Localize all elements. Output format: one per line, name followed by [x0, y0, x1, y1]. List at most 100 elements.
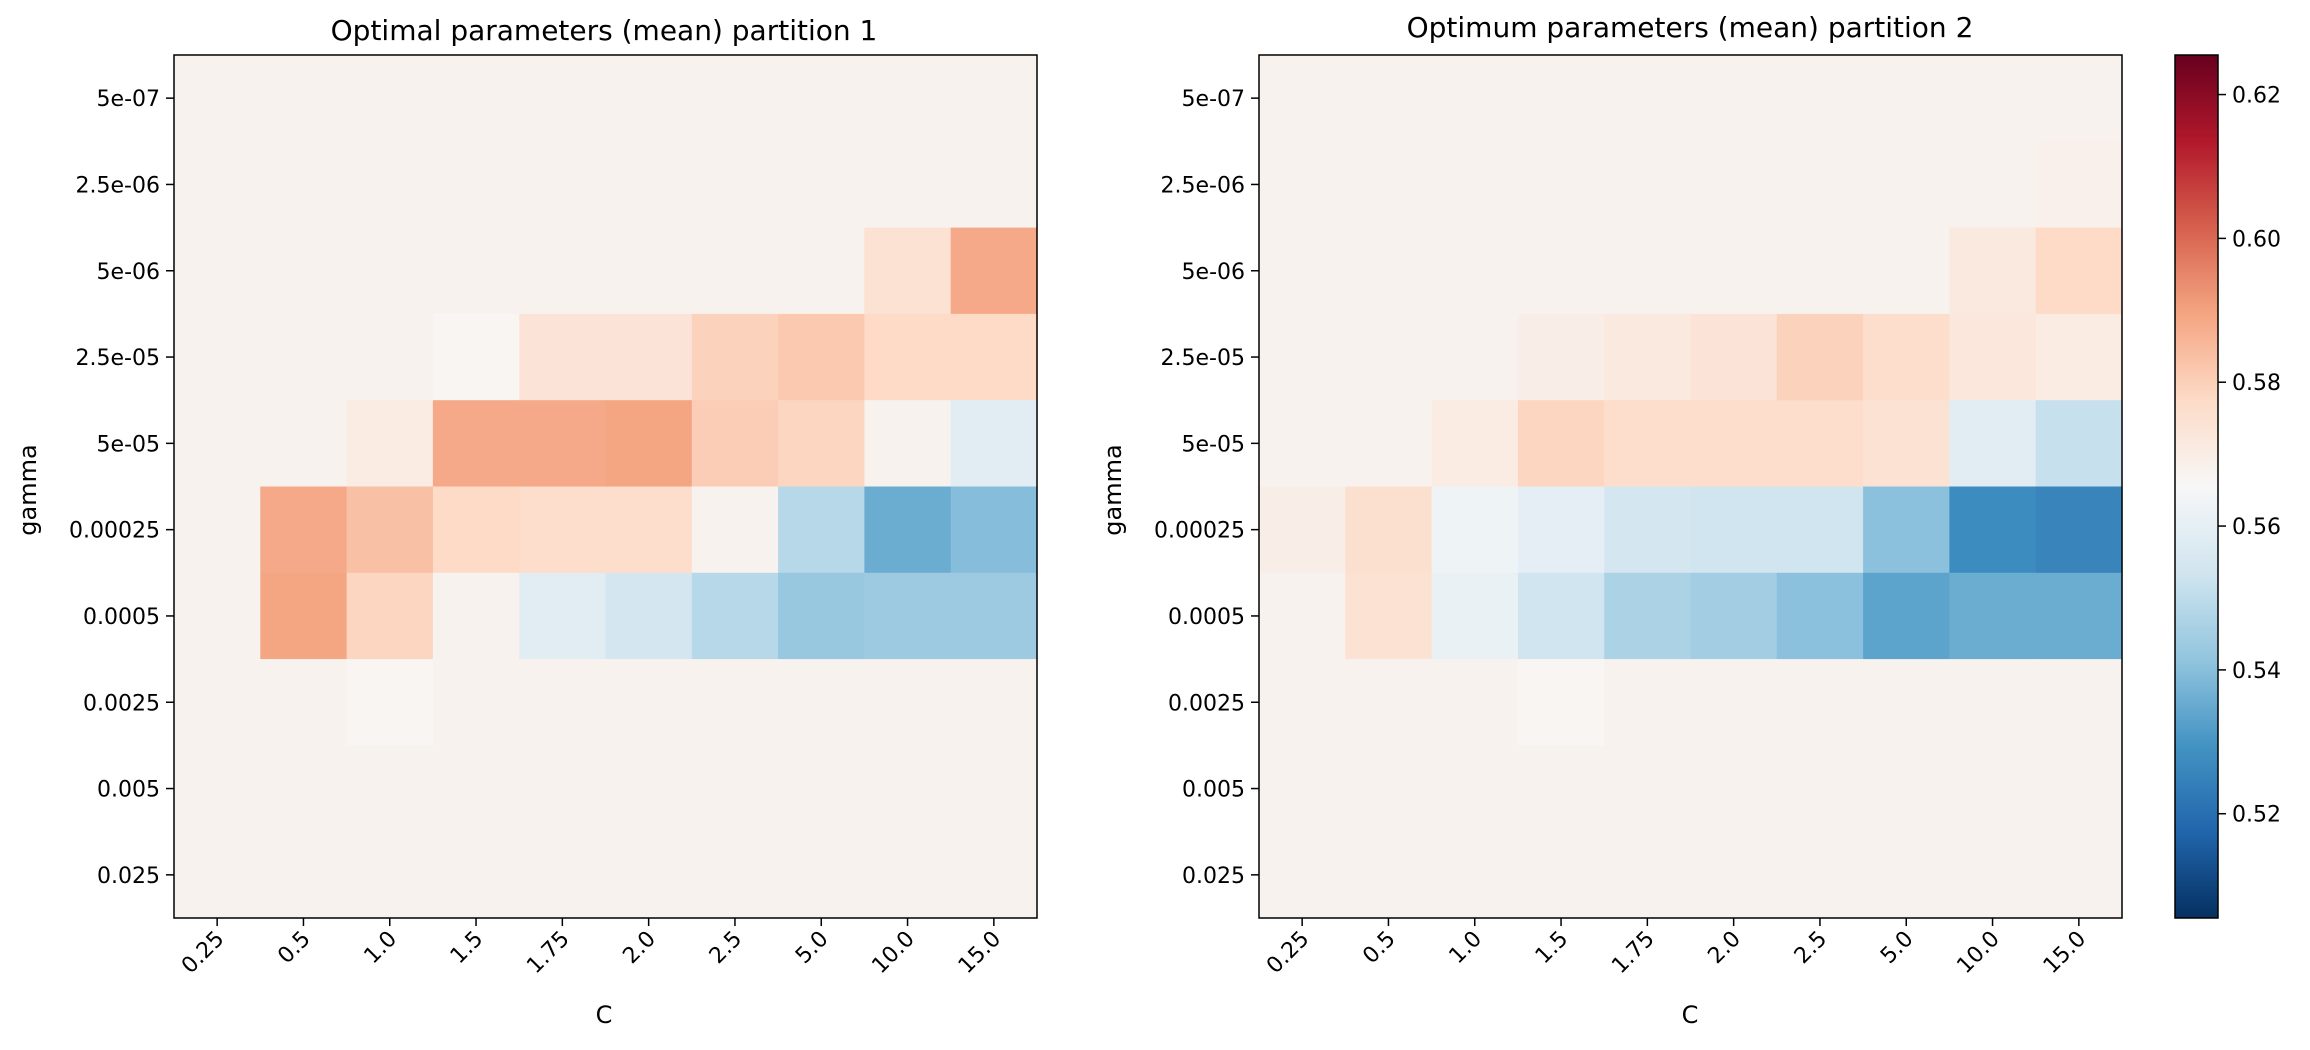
heatmap-cell	[174, 400, 261, 488]
heatmap-cell	[691, 486, 779, 574]
heatmap-cell	[346, 486, 434, 574]
y-tick-label: 5e-07	[97, 87, 160, 112]
heatmap-cell	[1690, 55, 1778, 142]
heatmap-cell	[1776, 572, 1864, 660]
heatmap-cell	[174, 486, 261, 574]
heatmap-cell	[1259, 55, 1346, 142]
heatmap-cell	[1949, 572, 2037, 660]
heatmap-cell	[950, 659, 1038, 746]
heatmap-cell	[1345, 55, 1433, 142]
y-tick-label: 5e-05	[1182, 432, 1245, 457]
heatmap-cell	[1863, 831, 1950, 919]
heatmap-cell	[1949, 313, 2037, 401]
heatmap-cell	[1690, 141, 1778, 229]
heatmap-cell	[432, 313, 520, 401]
x-tick-label: 15.0	[2039, 927, 2091, 979]
heatmap-cell	[864, 400, 952, 488]
heatmap-cell	[1345, 313, 1433, 401]
heatmap-cell	[2035, 313, 2123, 401]
heatmap-cell	[1345, 227, 1433, 315]
panel-1-title: Optimal parameters (mean) partition 1	[331, 14, 878, 47]
heatmap-cell	[864, 659, 952, 746]
heatmap-cell	[519, 227, 607, 315]
heatmap-cell	[346, 745, 434, 833]
heatmap-cell	[1690, 572, 1778, 660]
panel-2-x-label: C	[1682, 1001, 1699, 1029]
heatmap-cell	[1949, 400, 2037, 488]
heatmap-cell	[778, 745, 865, 833]
heatmap-cell	[605, 486, 693, 574]
y-tick-label: 0.0005	[83, 605, 160, 630]
heatmap-cell	[2035, 572, 2123, 660]
panel-1-x-axis: 0.25 0.5 1.0 1.5 1.75 2.0 2.5 5.0 10.0 15.0	[177, 918, 1006, 979]
heatmap-cell	[1431, 227, 1519, 315]
heatmap-cell	[519, 400, 607, 488]
heatmap-cell	[1690, 831, 1778, 919]
x-tick-label: 2.0	[618, 927, 660, 969]
heatmap-cell	[1604, 745, 1692, 833]
heatmap-cell	[174, 227, 261, 315]
heatmap-cell	[864, 227, 952, 315]
heatmap-cell	[432, 227, 520, 315]
heatmap-cell	[174, 659, 261, 746]
heatmap-cell	[346, 831, 434, 919]
panel-2-axes-frame	[1258, 54, 2123, 919]
heatmap-cell	[1690, 659, 1778, 746]
heatmap-cell	[2035, 831, 2123, 919]
heatmap-cell	[519, 55, 607, 142]
heatmap-cell	[950, 486, 1038, 574]
heatmap-cell	[1604, 572, 1692, 660]
y-tick-label: 5e-06	[97, 260, 160, 285]
colorbar-tick-label: 0.52	[2232, 803, 2281, 828]
heatmap-cell	[1776, 55, 1864, 142]
heatmap-cell	[1863, 659, 1950, 746]
x-tick-label: 2.5	[1790, 927, 1832, 969]
y-tick-label: 0.005	[97, 778, 160, 803]
x-tick-label: 15.0	[954, 927, 1006, 979]
panel-1-cells	[174, 55, 1038, 919]
heatmap-cell	[864, 141, 952, 229]
heatmap-cell	[605, 400, 693, 488]
colorbar: 0.52 0.54 0.56 0.58 0.60 0.62	[2174, 54, 2281, 919]
x-tick-label: 1.0	[360, 927, 402, 969]
heatmap-cell	[2035, 141, 2123, 229]
x-tick-label: 5.0	[1876, 927, 1918, 969]
heatmap-cell	[1345, 572, 1433, 660]
heatmap-cell	[605, 313, 693, 401]
heatmap-cell	[519, 313, 607, 401]
heatmap-cell	[174, 745, 261, 833]
heatmap-cell	[1259, 227, 1346, 315]
heatmap-cell	[778, 227, 865, 315]
heatmap-cell	[1259, 400, 1346, 488]
heatmap-cell	[691, 831, 779, 919]
heatmap-cell	[2035, 227, 2123, 315]
heatmap-cell	[432, 486, 520, 574]
heatmap-cell	[1604, 227, 1692, 315]
heatmap-cell	[346, 400, 434, 488]
heatmap-cell	[346, 313, 434, 401]
heatmap-cell	[950, 572, 1038, 660]
heatmap-cell	[691, 55, 779, 142]
colorbar-tick-label: 0.58	[2232, 371, 2281, 396]
x-tick-label: 10.0	[867, 927, 919, 979]
heatmap-cell	[1949, 659, 2037, 746]
colorbar-tick-label: 0.62	[2232, 84, 2281, 109]
heatmap-cell	[1690, 313, 1778, 401]
heatmap-cell	[1259, 659, 1346, 746]
heatmap-cell	[1604, 400, 1692, 488]
heatmap-cell	[864, 55, 952, 142]
heatmap-cell	[1690, 745, 1778, 833]
heatmap-cell	[1259, 745, 1346, 833]
y-tick-label: 2.5e-05	[76, 346, 160, 371]
colorbar-ticks: 0.52 0.54 0.56 0.58 0.60 0.62	[2218, 84, 2281, 828]
heatmap-cell	[519, 745, 607, 833]
heatmap-cell	[1776, 400, 1864, 488]
heatmap-cell	[260, 227, 348, 315]
x-tick-label: 0.25	[1262, 927, 1314, 979]
heatmap-cell	[1949, 831, 2037, 919]
heatmap-cell	[1517, 659, 1605, 746]
heatmap-cell	[519, 486, 607, 574]
heatmap-cell	[174, 831, 261, 919]
heatmap-cell	[950, 141, 1038, 229]
